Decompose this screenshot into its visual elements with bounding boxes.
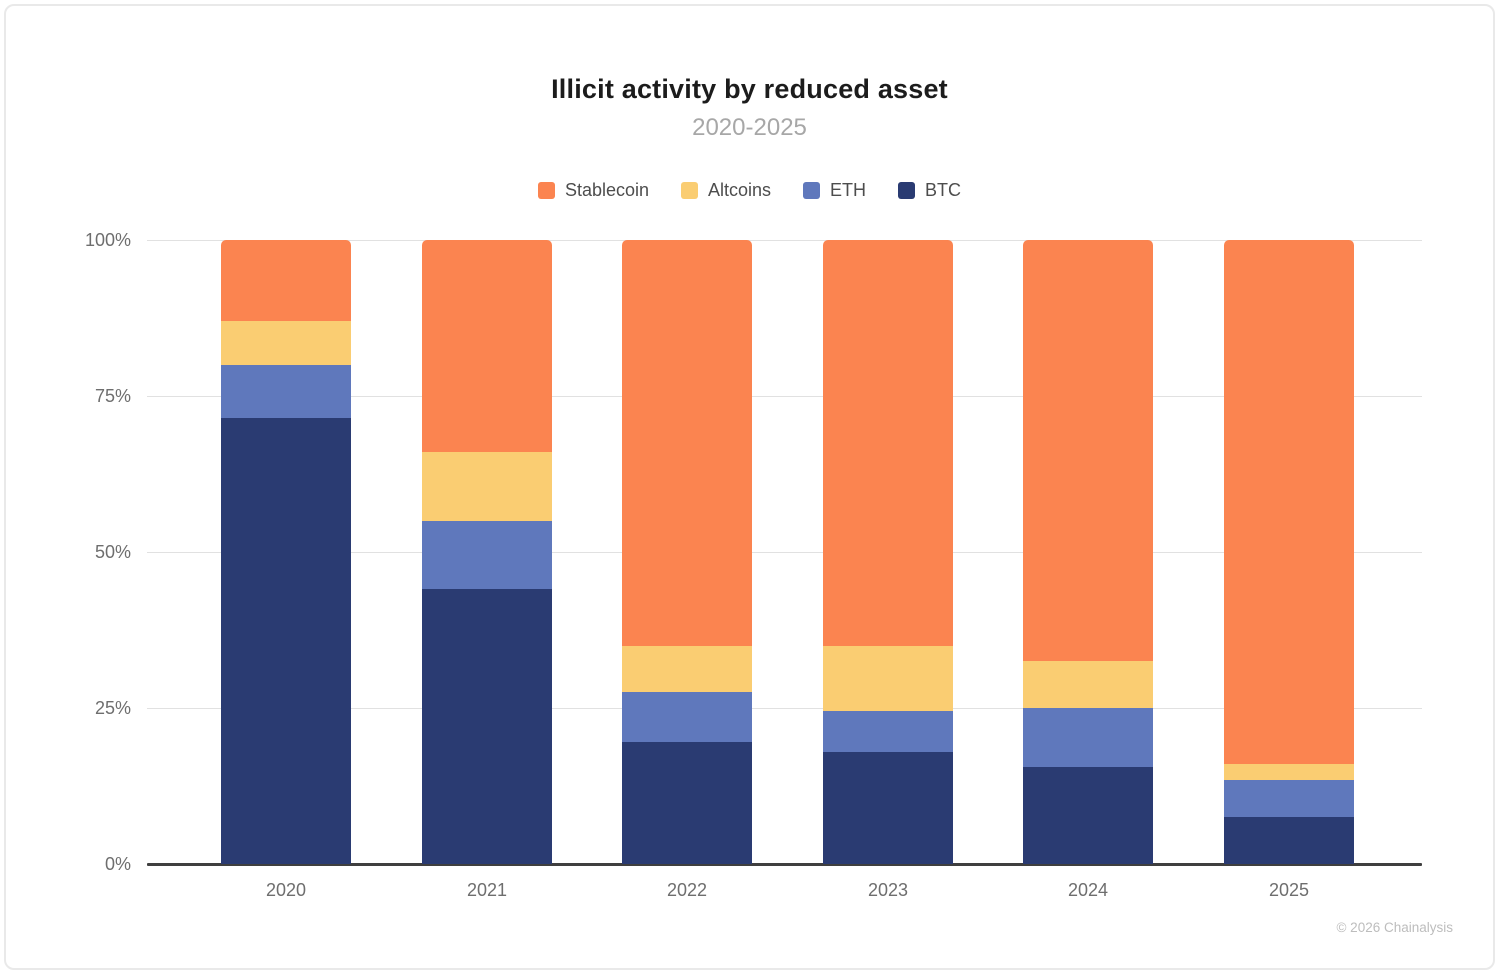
y-axis-tick-label: 75%: [94, 386, 131, 406]
bar-segment-stablecoin-2025: [1224, 240, 1354, 765]
legend-item-eth: ETH: [803, 180, 866, 201]
x-axis-tick-label: 2023: [867, 880, 909, 900]
y-axis-tick-label: 0%: [104, 854, 131, 874]
legend-label-eth: ETH: [830, 180, 867, 200]
bar-segment-altcoins-2021: [422, 452, 552, 521]
chart-subtitle: 2020-2025: [692, 114, 807, 141]
legend: Stablecoin Altcoins ETH BTC: [6, 180, 1493, 201]
bar-segment-altcoins-2020: [221, 321, 351, 365]
legend-label-altcoins: Altcoins: [708, 180, 772, 200]
stacked-bar-2023: [823, 240, 953, 864]
bar-segment-btc-2022: [622, 742, 752, 864]
x-axis-tick-label: 2022: [666, 880, 708, 900]
x-axis-tick-label: 2025: [1268, 880, 1310, 900]
bar-segment-stablecoin-2020: [221, 240, 351, 322]
stacked-bar-2024: [1023, 240, 1153, 864]
y-axis-tick-label: 25%: [94, 698, 131, 718]
stacked-bar-2021: [422, 240, 552, 864]
y-gridline: [147, 708, 1422, 709]
legend-item-stablecoin: Stablecoin: [537, 180, 650, 201]
legend-swatch-altcoins: [681, 182, 699, 199]
y-gridline: [147, 240, 1422, 241]
bar-segment-stablecoin-2024: [1023, 240, 1153, 662]
legend-swatch-eth: [803, 182, 821, 199]
stacked-bar-2022: [622, 240, 752, 864]
x-axis-line: [147, 863, 1422, 866]
chart-card: Illicit activity by reduced asset 2020-2…: [4, 4, 1495, 970]
bar-segment-btc-2023: [823, 751, 953, 864]
bar-segment-eth-2020: [221, 364, 351, 418]
bar-segment-eth-2025: [1224, 779, 1354, 818]
stacked-bar-2025: [1224, 240, 1354, 864]
bar-segment-eth-2021: [422, 520, 552, 590]
bar-segment-btc-2024: [1023, 767, 1153, 864]
x-axis-tick-label: 2020: [265, 880, 307, 900]
bar-segment-stablecoin-2023: [823, 240, 953, 646]
bar-segment-eth-2024: [1023, 707, 1153, 768]
legend-swatch-btc: [898, 182, 916, 199]
y-gridline: [147, 396, 1422, 397]
legend-item-altcoins: Altcoins: [681, 180, 771, 201]
stacked-bar-2020: [221, 240, 351, 864]
y-axis-tick-label: 100%: [84, 230, 131, 250]
x-axis-tick-label: 2024: [1067, 880, 1109, 900]
bar-segment-altcoins-2023: [823, 645, 953, 712]
legend-label-stablecoin: Stablecoin: [564, 180, 650, 200]
x-axis-tick-label: 2021: [466, 880, 508, 900]
legend-item-btc: BTC: [898, 180, 961, 201]
bar-segment-altcoins-2025: [1224, 764, 1354, 780]
plot-area: 100% 75% 50% 25% 0% 2020 2021 2022 2023 2024 2025: [85, 230, 1422, 900]
y-axis-tick-label: 50%: [94, 542, 131, 562]
bar-segment-stablecoin-2022: [622, 240, 752, 646]
chart-title: Illicit activity by reduced asset: [551, 74, 948, 104]
bar-segment-btc-2020: [221, 417, 351, 864]
legend-label-btc: BTC: [925, 180, 962, 200]
y-gridline: [147, 552, 1422, 553]
legend-swatch-stablecoin: [537, 182, 555, 199]
bar-segment-btc-2025: [1224, 817, 1354, 864]
bar-segment-altcoins-2024: [1023, 661, 1153, 708]
bar-segment-btc-2021: [422, 589, 552, 864]
bar-segment-eth-2022: [622, 692, 752, 743]
bar-segment-eth-2023: [823, 711, 953, 752]
bar-segment-stablecoin-2021: [422, 240, 552, 453]
bar-segment-altcoins-2022: [622, 645, 752, 693]
copyright-note: © 2026 Chainalysis: [1336, 920, 1453, 935]
